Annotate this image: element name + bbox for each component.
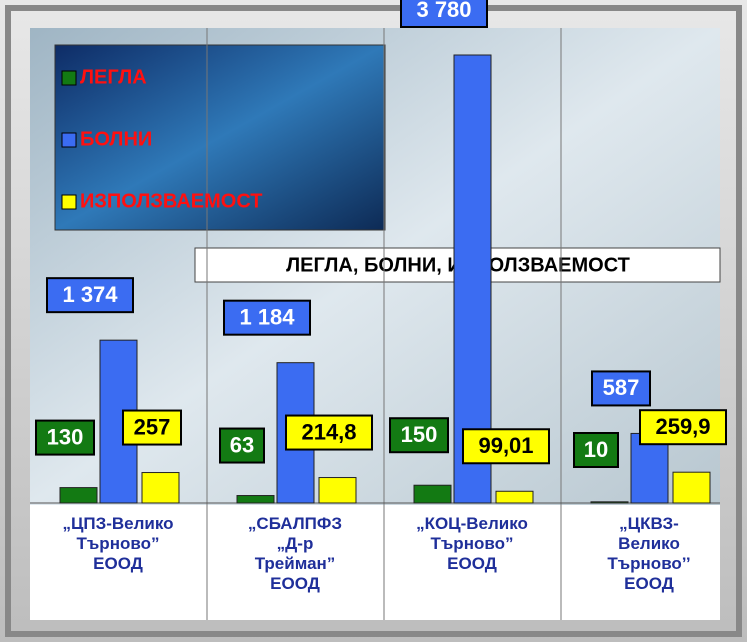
bar bbox=[672, 471, 711, 504]
label-box bbox=[46, 277, 134, 314]
label-box bbox=[219, 427, 265, 464]
value-label: 587 bbox=[603, 375, 640, 400]
bar bbox=[59, 487, 98, 504]
label-box bbox=[591, 370, 651, 407]
label-box bbox=[122, 409, 182, 446]
label-box bbox=[462, 428, 550, 465]
x-tick-label: „ЦКВЗ- Велико Търново’’ ЕООД bbox=[607, 514, 691, 593]
bar bbox=[495, 490, 534, 504]
frame-border bbox=[5, 5, 742, 637]
bar bbox=[413, 484, 452, 504]
value-label: 150 bbox=[401, 422, 438, 447]
value-label: 99,01 bbox=[478, 433, 533, 458]
label-box bbox=[639, 409, 727, 446]
value-label: 214,8 bbox=[301, 419, 356, 444]
legend-label: БОЛНИ bbox=[80, 128, 152, 150]
label-box bbox=[285, 414, 373, 451]
label-box bbox=[389, 417, 449, 454]
x-tick-label: „ЦПЗ-Велико Търново” ЕООД bbox=[62, 514, 174, 573]
legend-swatch bbox=[61, 70, 77, 86]
value-label: 130 bbox=[47, 424, 84, 449]
bar bbox=[236, 495, 275, 504]
label-box bbox=[400, 0, 488, 28]
bar bbox=[141, 472, 180, 504]
value-label: 259,9 bbox=[655, 414, 710, 439]
value-label: 63 bbox=[230, 432, 254, 457]
value-label: 10 bbox=[584, 437, 608, 462]
photo-inset bbox=[54, 44, 386, 231]
legend-swatch bbox=[61, 194, 77, 210]
label-box bbox=[223, 299, 311, 336]
label-box bbox=[35, 419, 95, 456]
category-area bbox=[30, 505, 720, 620]
legend-label: ИЗПОЛЗВАЕМОСТ bbox=[80, 190, 263, 212]
value-label: 3 780 bbox=[416, 0, 471, 22]
bar bbox=[318, 477, 357, 504]
value-label: 1 184 bbox=[239, 304, 295, 329]
bar bbox=[590, 501, 629, 504]
label-box bbox=[573, 432, 619, 468]
value-label: 257 bbox=[134, 414, 171, 439]
x-tick-label: „КОЦ-Велико Търново” ЕООД bbox=[416, 514, 528, 573]
legend-swatch bbox=[61, 132, 77, 148]
legend-label: ЛЕГЛА bbox=[80, 66, 147, 88]
value-label: 1 374 bbox=[62, 282, 118, 307]
x-tick-label: „СБАЛПФЗ „Д-р Трейман” ЕООД bbox=[247, 514, 343, 593]
